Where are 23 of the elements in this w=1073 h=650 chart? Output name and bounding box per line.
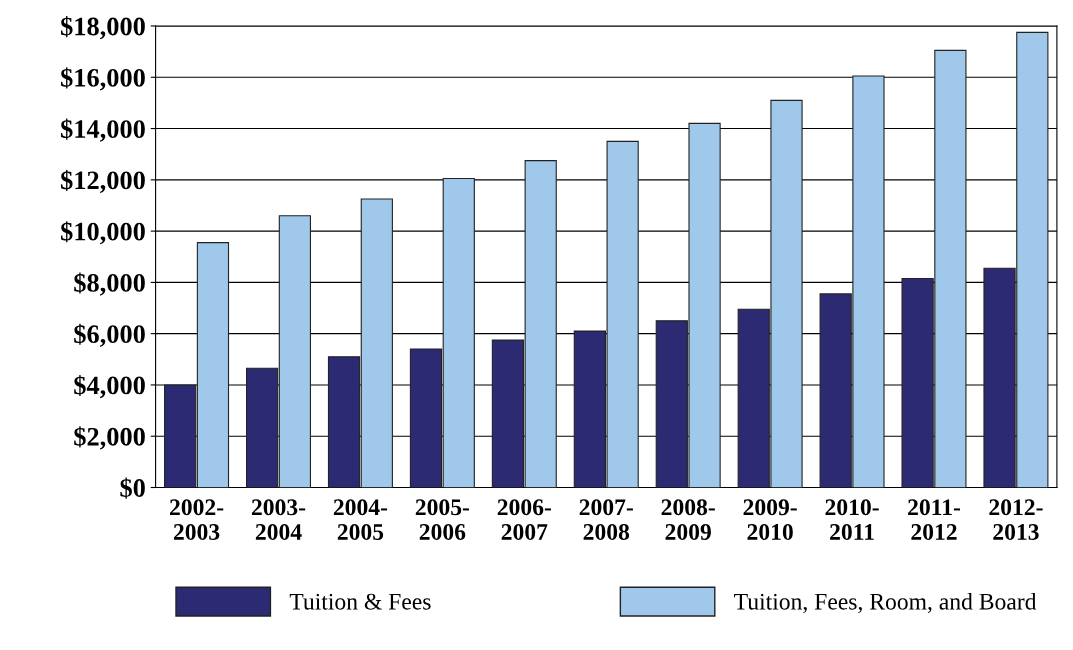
legend-label: Tuition, Fees, Room, and Board xyxy=(734,593,1037,614)
x-tick-label: 2005- 2006 xyxy=(415,499,470,540)
x-tick-label: 2002- 2003 xyxy=(170,499,224,540)
y-tick-label: $18,000 xyxy=(61,16,145,40)
y-tick-label: $6,000 xyxy=(74,323,145,347)
x-tick-label: 2010- 2011 xyxy=(825,499,879,540)
x-tick-label: 2011- 2012 xyxy=(908,499,961,540)
y-tick-label: $4,000 xyxy=(74,374,145,399)
y-tick-label: $8,000 xyxy=(74,272,145,296)
y-tick-label: $0 xyxy=(120,477,145,499)
x-tick-label: 2007- 2008 xyxy=(579,499,633,540)
y-tick-label: $10,000 xyxy=(61,221,145,245)
y-tick-label: $16,000 xyxy=(61,67,145,91)
y-tick-label: $12,000 xyxy=(61,169,145,194)
x-tick-label: 2003- 2004 xyxy=(251,499,306,540)
x-tick-label: 2009- 2010 xyxy=(743,499,797,540)
x-tick-label: 2008- 2009 xyxy=(661,499,715,540)
y-tick-label: $14,000 xyxy=(61,118,145,142)
x-tick-label: 2006- 2007 xyxy=(497,499,551,540)
x-tick-label: 2004- 2005 xyxy=(333,499,388,540)
legend-label: Tuition & Fees xyxy=(289,593,431,610)
y-tick-label: $2,000 xyxy=(74,426,145,450)
x-tick-label: 2012- 2013 xyxy=(989,499,1043,540)
